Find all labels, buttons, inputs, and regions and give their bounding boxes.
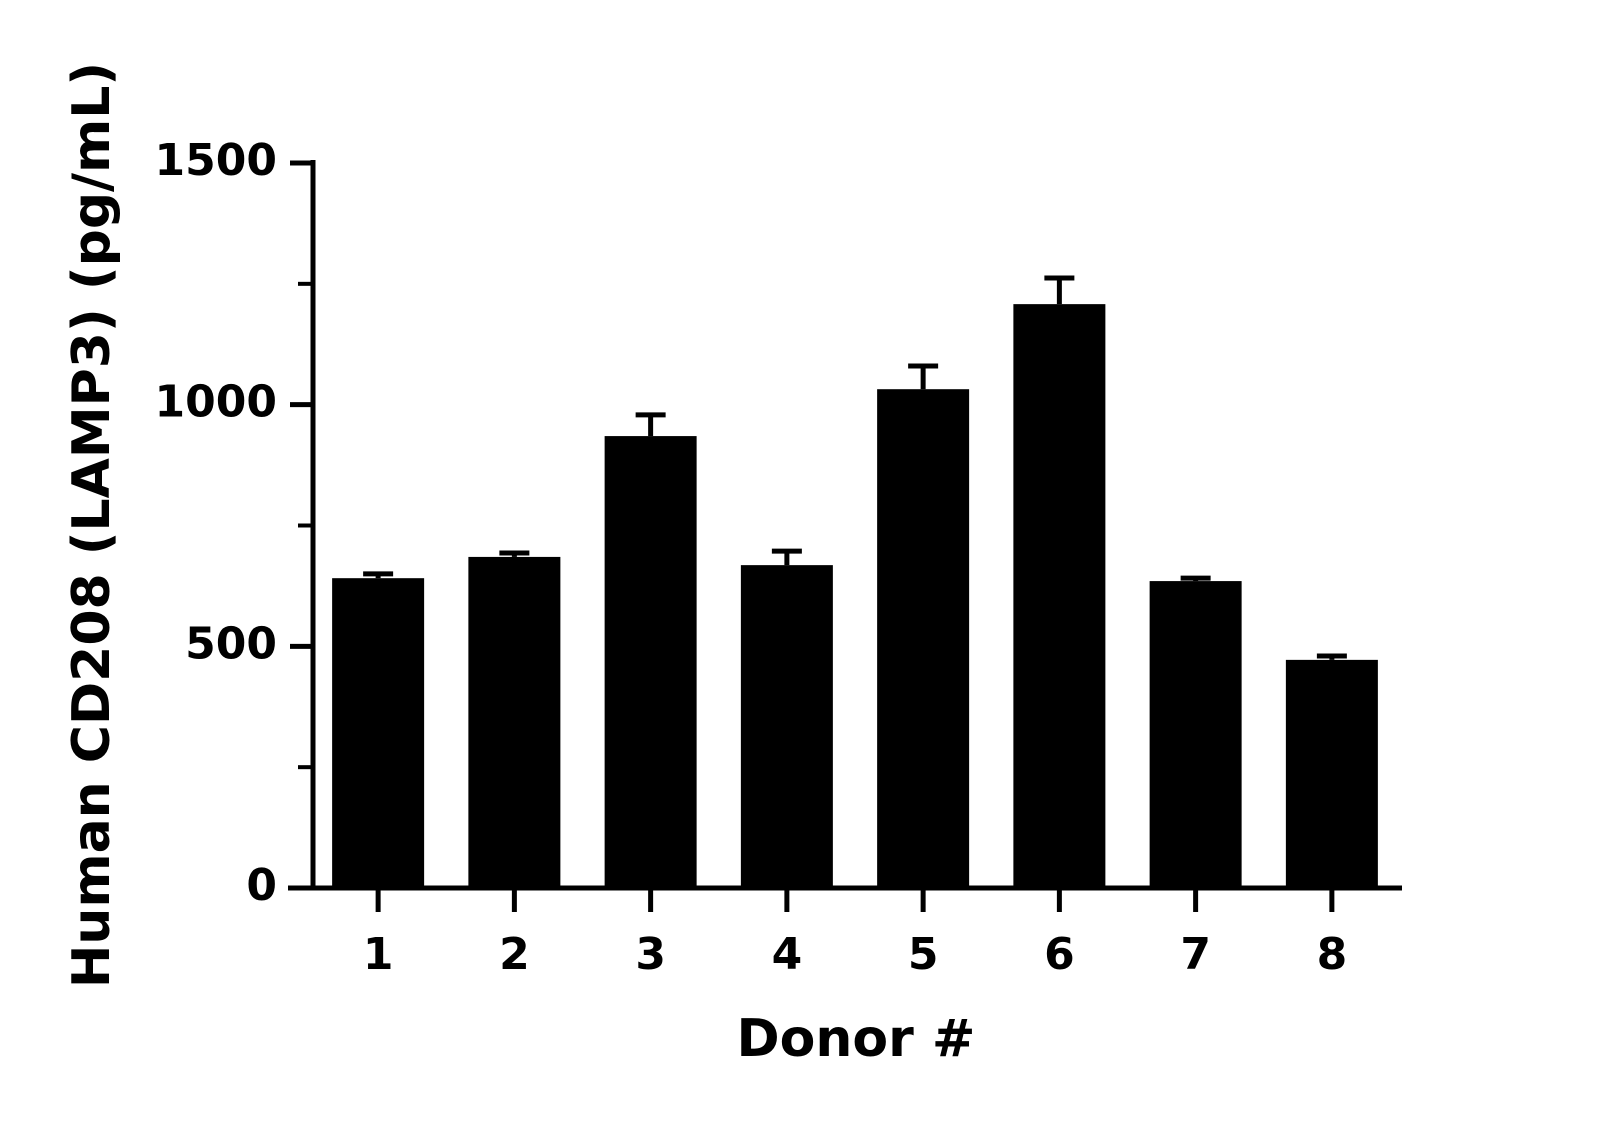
error-bar: [1180, 575, 1211, 582]
x-tick-label: 8: [1317, 929, 1348, 980]
x-tick-label: 3: [635, 929, 666, 980]
error-bar: [635, 412, 666, 437]
y-tick-label: 1500: [155, 135, 277, 186]
bar: [468, 556, 561, 888]
bar: [332, 578, 425, 888]
x-tick-label: 4: [772, 929, 803, 980]
x-tick-label: 2: [499, 929, 530, 980]
error-bar: [771, 548, 802, 566]
bar: [604, 436, 697, 888]
x-tick-label: 1: [363, 929, 394, 980]
x-tick-label: 6: [1044, 929, 1075, 980]
error-bar: [363, 571, 394, 579]
error-bar: [499, 550, 530, 557]
bar: [1149, 581, 1242, 888]
bar: [877, 389, 970, 888]
y-tick-label: 500: [185, 618, 277, 669]
y-axis-title: Human CD208 (LAMP3) (pg/mL): [62, 62, 122, 988]
bar: [1285, 659, 1378, 888]
error-bar: [1316, 653, 1347, 660]
x-tick-label: 5: [908, 929, 939, 980]
y-tick-label: 0: [246, 860, 277, 911]
x-tick-label: 7: [1180, 929, 1211, 980]
error-bar: [1044, 275, 1075, 305]
y-tick-label: 1000: [155, 377, 277, 428]
bar: [1013, 304, 1106, 889]
error-bar: [908, 363, 939, 390]
bar: [740, 565, 833, 888]
x-axis-title: Donor #: [737, 1009, 976, 1069]
